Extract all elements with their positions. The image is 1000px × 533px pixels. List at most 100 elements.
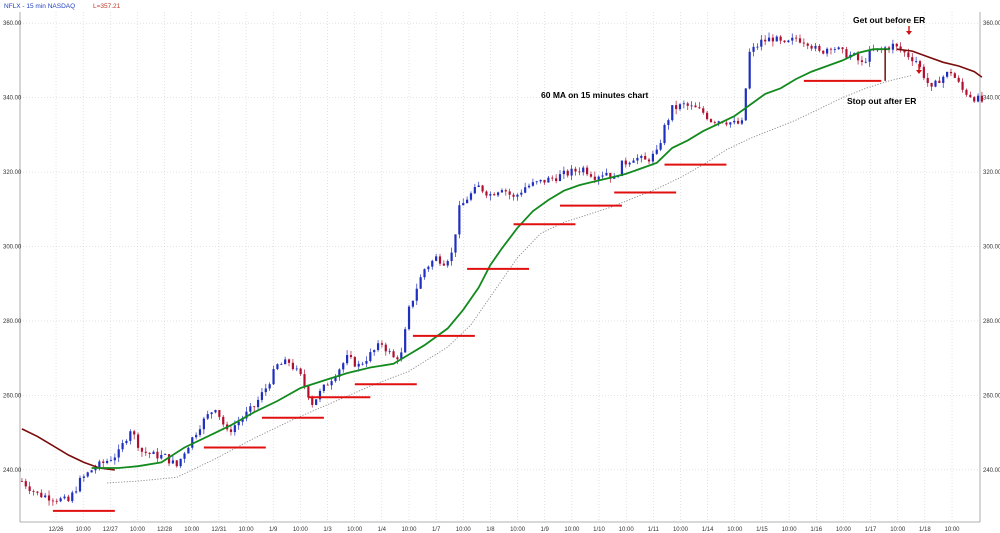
candle-body <box>295 368 298 370</box>
candle-body <box>63 496 66 499</box>
x-tick-label: 1/10 <box>593 527 605 533</box>
candle-body <box>450 252 453 262</box>
candle-body <box>384 344 387 352</box>
candle-body <box>806 43 809 46</box>
candle-body <box>729 122 732 125</box>
slow-ma-line <box>107 74 913 484</box>
x-tick-label: 10:00 <box>401 527 417 533</box>
candle-body <box>818 45 821 51</box>
candle-body <box>640 155 643 158</box>
candle-body <box>585 167 589 175</box>
candle-body <box>841 47 844 50</box>
candle-body <box>744 88 747 121</box>
candle-body <box>117 449 120 458</box>
candle-body <box>307 386 310 398</box>
candle-body <box>187 447 190 454</box>
candle-body <box>396 357 399 360</box>
x-tick-label: 1/18 <box>919 527 931 533</box>
grid-lines <box>20 12 980 522</box>
candle-body <box>930 82 933 87</box>
candle-body <box>210 412 213 415</box>
candle-body <box>760 39 763 47</box>
candle-body <box>582 167 585 173</box>
candle-body <box>330 381 333 386</box>
x-tick-label: 10:00 <box>130 527 146 533</box>
candles <box>20 32 984 506</box>
candle-body <box>357 363 360 367</box>
candle-body <box>795 37 798 39</box>
candle-body <box>628 162 631 165</box>
candle-body <box>578 171 581 173</box>
slow-moving-average <box>107 74 913 484</box>
candle-body <box>934 80 937 87</box>
candle-body <box>814 45 817 49</box>
candle-body <box>55 500 58 502</box>
candle-body <box>500 190 504 193</box>
candle-body <box>253 406 256 408</box>
candle-body <box>562 170 565 175</box>
candle-body <box>605 172 608 176</box>
candle-body <box>512 194 515 197</box>
candle-body <box>179 458 182 467</box>
candle-body <box>125 440 128 444</box>
candle-body <box>675 105 678 110</box>
candle-body <box>864 61 867 63</box>
candle-body <box>164 454 167 455</box>
chart-symbol-label: NFLX - 15 min NASDAQ <box>4 3 75 10</box>
get-out-annotation: Get out before ER <box>853 15 925 25</box>
x-tick-label: 12/26 <box>48 527 64 533</box>
candle-body <box>938 80 941 83</box>
candle-body <box>717 121 720 123</box>
candle-body <box>129 431 132 441</box>
candle-body <box>636 157 639 161</box>
candle-body <box>508 191 511 195</box>
candle-body <box>195 434 198 438</box>
x-tick-label: 10:00 <box>510 527 526 533</box>
candle-body <box>593 176 596 180</box>
x-tick-label: 1/4 <box>378 527 387 533</box>
candle-body <box>113 457 116 461</box>
candle-body <box>860 60 864 62</box>
candle-body <box>438 256 442 264</box>
candle-body <box>822 50 825 54</box>
candle-body <box>121 443 124 450</box>
x-tick-label: 10:00 <box>347 527 363 533</box>
candle-body <box>671 105 674 121</box>
candle-body <box>376 343 380 351</box>
candle-body <box>136 434 140 448</box>
x-tick-label: 1/9 <box>541 527 550 533</box>
x-tick-label: 10:00 <box>564 527 580 533</box>
candle-body <box>380 343 384 345</box>
candle-body <box>318 390 322 400</box>
candle-body <box>570 168 573 176</box>
candle-body <box>539 179 542 182</box>
candle-body <box>667 120 670 125</box>
candle-body <box>465 199 469 204</box>
candle-body <box>98 461 101 469</box>
candle-body <box>949 71 953 74</box>
candle-body <box>980 95 984 102</box>
x-tick-label: 10:00 <box>619 527 635 533</box>
candle-body <box>555 178 558 181</box>
candle-body <box>245 411 248 419</box>
candle-body <box>713 122 716 123</box>
candle-body <box>423 269 426 278</box>
candle-body <box>547 177 550 183</box>
candle-body <box>516 194 519 197</box>
candle-body <box>345 355 349 364</box>
candle-body <box>369 352 372 361</box>
chart-frame <box>19 12 981 523</box>
x-tick-label: 1/8 <box>486 527 495 533</box>
candle-body <box>222 416 225 425</box>
axis-ticks: 240.00 240.00 260.00 260.00 280.00 280.00 300.… <box>3 21 1000 533</box>
candle-body <box>903 50 906 53</box>
candle-body <box>829 48 833 50</box>
candle-body <box>51 500 55 502</box>
candle-body <box>47 495 51 501</box>
candle-body <box>82 476 85 478</box>
candle-body <box>597 176 600 180</box>
y-tick-label-right: 360.00 <box>983 21 1000 27</box>
candle-body <box>276 364 279 370</box>
candle-body <box>311 397 314 405</box>
candle-body <box>284 359 287 365</box>
